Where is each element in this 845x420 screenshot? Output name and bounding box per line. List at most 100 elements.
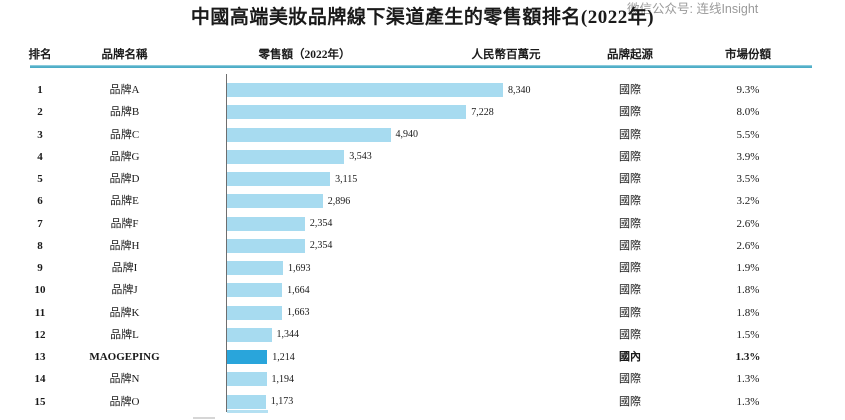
value-label: 3,543 — [349, 151, 372, 163]
brand-name-cell: 品牌D — [109, 173, 140, 185]
retail-value-bar — [227, 372, 267, 387]
market-share-cell: 2.6% — [736, 239, 760, 252]
value-label: 1,664 — [287, 284, 310, 296]
value-axis-line — [226, 74, 227, 412]
market-share-cell: 1.3% — [736, 395, 760, 408]
brand-origin-cell: 國際 — [619, 328, 641, 341]
table-row: 10 品牌J 1,664 國際 1.8% — [0, 279, 845, 301]
column-header-brand: 品牌名稱 — [101, 49, 148, 61]
bar-wrap: 7,228 — [227, 101, 494, 123]
brand-name-cell: 品牌I — [111, 262, 138, 274]
retail-value-bar — [227, 327, 272, 342]
chart-rows: 1 品牌A 8,340 國際 9.3% 2 品牌B 7,228 國際 8.0% … — [0, 79, 845, 413]
rank-cell: 5 — [37, 173, 43, 185]
table-row: 11 品牌K 1,663 國際 1.8% — [0, 302, 845, 324]
brand-origin-cell: 國際 — [619, 173, 641, 185]
column-header-unit: 人民幣百萬元 — [471, 49, 541, 61]
cropped-next-row-text — [193, 417, 215, 419]
value-label: 7,228 — [471, 106, 494, 118]
market-share-cell: 3.5% — [736, 173, 760, 185]
table-row: 15 品牌O 1,173 國際 1.3% — [0, 391, 845, 413]
table-row: 14 品牌N 1,194 國際 1.3% — [0, 368, 845, 390]
bar-wrap: 1,664 — [227, 279, 310, 301]
rank-cell: 7 — [37, 217, 43, 230]
market-share-cell: 3.2% — [736, 195, 760, 208]
retail-value-bar — [227, 261, 283, 276]
brand-name-cell: 品牌G — [109, 150, 140, 163]
rank-cell: 1 — [37, 84, 43, 96]
retail-value-bar — [227, 394, 266, 409]
brand-name-cell: 品牌K — [109, 306, 140, 319]
retail-value-bar — [227, 83, 503, 98]
brand-origin-cell: 國內 — [619, 351, 641, 363]
market-share-cell: 1.8% — [736, 306, 760, 319]
bar-wrap: 1,194 — [227, 368, 294, 390]
brand-origin-cell: 國際 — [619, 106, 641, 119]
retail-value-bar — [227, 350, 268, 365]
retail-value-bar — [227, 305, 282, 320]
market-share-cell: 9.3% — [736, 84, 760, 96]
column-header-rank: 排名 — [28, 49, 52, 61]
bar-wrap: 1,693 — [227, 257, 311, 279]
brand-origin-cell: 國際 — [619, 150, 641, 163]
retail-value-bar — [227, 127, 391, 142]
bar-wrap: 1,173 — [227, 391, 293, 413]
table-row: 9 品牌I 1,693 國際 1.9% — [0, 257, 845, 279]
value-label: 8,340 — [508, 84, 531, 96]
brand-name-cell: 品牌B — [109, 106, 140, 119]
bar-wrap: 4,940 — [227, 124, 418, 146]
bar-wrap: 2,354 — [227, 213, 332, 235]
bar-wrap: 1,214 — [227, 346, 295, 368]
brand-name-cell: 品牌E — [110, 195, 139, 208]
bar-wrap: 3,115 — [227, 168, 357, 190]
header-divider-line — [30, 65, 812, 68]
market-share-cell: 1.9% — [736, 262, 760, 274]
watermark: 微信公众号: 连线Insight — [627, 2, 759, 16]
bar-wrap: 2,896 — [227, 190, 350, 212]
brand-name-cell: 品牌A — [109, 84, 140, 96]
brand-name-cell: 品牌H — [109, 239, 140, 252]
brand-origin-cell: 國際 — [619, 262, 641, 274]
brand-origin-cell: 國際 — [619, 395, 641, 408]
rank-cell: 9 — [37, 262, 43, 274]
market-share-cell: 5.5% — [736, 128, 760, 141]
market-share-cell: 1.3% — [736, 373, 760, 386]
rank-cell: 15 — [34, 395, 46, 408]
retail-value-bar — [227, 194, 323, 209]
table-row: 1 品牌A 8,340 國際 9.3% — [0, 79, 845, 101]
retail-value-bar — [227, 283, 283, 298]
brand-origin-cell: 國際 — [619, 217, 641, 230]
bar-wrap: 1,344 — [227, 324, 299, 346]
market-share-cell: 1.3% — [735, 351, 761, 363]
market-share-cell: 8.0% — [736, 106, 760, 119]
table-row: 5 品牌D 3,115 國際 3.5% — [0, 168, 845, 190]
market-share-cell: 1.8% — [736, 284, 760, 297]
value-label: 1,693 — [288, 262, 311, 274]
value-label: 2,354 — [309, 240, 333, 252]
rank-cell: 6 — [37, 195, 43, 208]
table-row: 8 品牌H 2,354 國際 2.6% — [0, 235, 845, 257]
table-row: 2 品牌B 7,228 國際 8.0% — [0, 101, 845, 123]
rank-cell: 12 — [34, 328, 46, 341]
table-row: 6 品牌E 2,896 國際 3.2% — [0, 190, 845, 212]
brand-origin-cell: 國際 — [619, 195, 641, 208]
rank-cell: 4 — [37, 150, 43, 163]
rank-cell: 8 — [37, 239, 43, 252]
brand-name-cell: 品牌O — [109, 395, 140, 408]
brand-name-cell: MAOGEPING — [89, 351, 160, 363]
table-row: 12 品牌L 1,344 國際 1.5% — [0, 324, 845, 346]
value-label: 1,173 — [270, 396, 294, 408]
rank-cell: 3 — [37, 128, 43, 141]
brand-origin-cell: 國際 — [619, 239, 641, 252]
value-label: 1,344 — [276, 329, 300, 341]
retail-value-bar — [227, 172, 331, 187]
brand-name-cell: 品牌C — [109, 128, 140, 141]
value-label: 3,115 — [335, 173, 358, 185]
brand-origin-cell: 國際 — [619, 284, 641, 297]
value-label: 1,663 — [287, 307, 310, 319]
brand-origin-cell: 國際 — [619, 373, 641, 386]
bar-wrap: 3,543 — [227, 146, 372, 168]
retail-value-bar — [227, 216, 305, 231]
value-label: 4,940 — [395, 129, 419, 141]
